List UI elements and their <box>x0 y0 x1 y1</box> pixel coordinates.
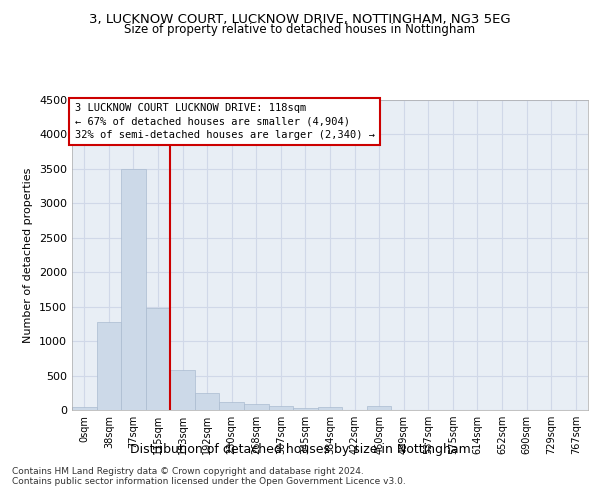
Bar <box>244 404 269 410</box>
Bar <box>146 308 170 410</box>
Text: 3 LUCKNOW COURT LUCKNOW DRIVE: 118sqm
← 67% of detached houses are smaller (4,90: 3 LUCKNOW COURT LUCKNOW DRIVE: 118sqm ← … <box>74 103 374 140</box>
Bar <box>220 402 244 410</box>
Bar <box>72 407 97 410</box>
Text: 3, LUCKNOW COURT, LUCKNOW DRIVE, NOTTINGHAM, NG3 5EG: 3, LUCKNOW COURT, LUCKNOW DRIVE, NOTTING… <box>89 12 511 26</box>
Bar <box>367 406 391 410</box>
Text: Size of property relative to detached houses in Nottingham: Size of property relative to detached ho… <box>124 22 476 36</box>
Bar <box>293 408 318 410</box>
Bar <box>269 406 293 410</box>
Bar <box>170 370 195 410</box>
Y-axis label: Number of detached properties: Number of detached properties <box>23 168 34 342</box>
Text: Contains HM Land Registry data © Crown copyright and database right 2024.: Contains HM Land Registry data © Crown c… <box>12 467 364 476</box>
Bar <box>121 169 146 410</box>
Text: Distribution of detached houses by size in Nottingham: Distribution of detached houses by size … <box>130 442 470 456</box>
Bar <box>195 394 220 410</box>
Text: Contains public sector information licensed under the Open Government Licence v3: Contains public sector information licen… <box>12 477 406 486</box>
Bar <box>97 322 121 410</box>
Bar <box>318 406 342 410</box>
